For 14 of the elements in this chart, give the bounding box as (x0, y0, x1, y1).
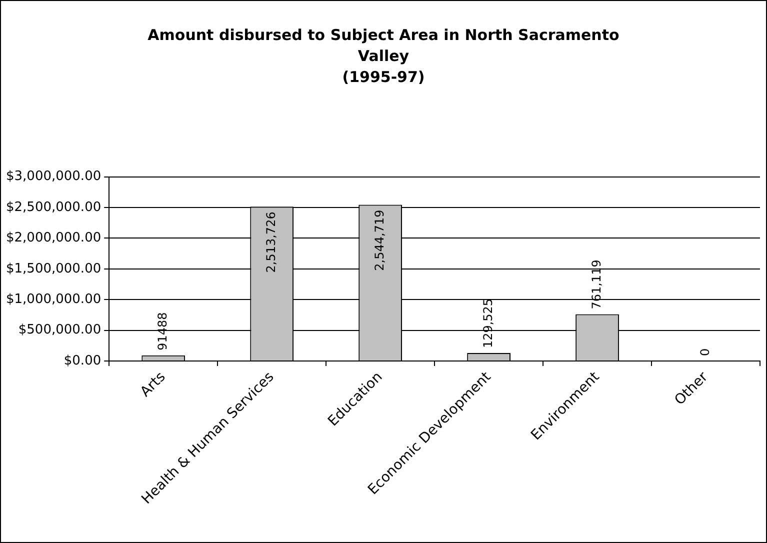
data-label: 2,544,719 (372, 210, 386, 271)
y-tick-label: $1,500,000.00 (6, 261, 102, 276)
chart-title: Amount disbursed to Subject Area in North Sacramento Valley (146, 25, 620, 67)
chart-subtitle: (1995-97) (341, 67, 426, 88)
y-tick-label: $3,000,000.00 (6, 169, 102, 184)
y-tick-label: $2,000,000.00 (6, 230, 102, 246)
y-tick-label: $2,500,000.00 (6, 200, 102, 215)
data-label: 0 (698, 348, 712, 356)
y-tick-label: $1,000,000.00 (6, 292, 102, 307)
data-label: 91488 (155, 312, 170, 350)
data-label: 129,525 (480, 298, 495, 348)
data-label: 2,513,726 (264, 212, 278, 273)
y-tick-label: $500,000.00 (18, 322, 102, 338)
y-tick-label: $0.00 (64, 353, 102, 368)
